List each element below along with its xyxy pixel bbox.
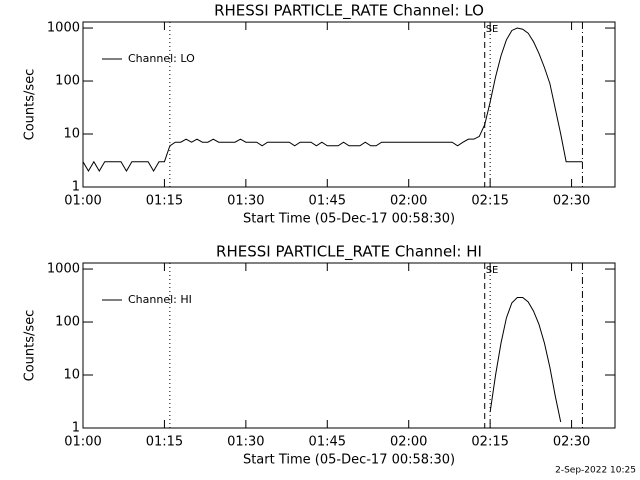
x-tick-label: 01:45	[309, 435, 346, 450]
y-tick-label: 10	[63, 368, 80, 383]
series-line	[489, 297, 562, 423]
series-line	[82, 27, 583, 173]
x-tick-label: 01:30	[227, 435, 264, 450]
y-tick-label: 100	[55, 315, 80, 330]
y-tick-label: 1000	[47, 21, 80, 36]
x-tick-label: 02:15	[471, 194, 508, 209]
legend-label: Channel: LO	[128, 52, 195, 65]
y-axis-label: Counts/sec	[23, 69, 38, 141]
x-tick-label: 02:00	[390, 194, 427, 209]
y-tick-label: 1	[72, 180, 80, 195]
footer: 2-Sep-2022 10:25	[555, 466, 636, 476]
x-tick-label: 01:15	[146, 435, 183, 450]
x-tick-label: 01:00	[64, 435, 101, 450]
x-tick-label: 01:30	[227, 194, 264, 209]
annotation: SE	[486, 265, 499, 276]
x-tick-label: 01:15	[146, 194, 183, 209]
y-tick-label: 1000	[47, 262, 80, 277]
y-axis-label: Counts/sec	[23, 310, 38, 382]
y-tick-label: 1	[72, 421, 80, 436]
x-tick-label: 01:00	[64, 194, 101, 209]
chart-title: RHESSI PARTICLE_RATE Channel: LO	[214, 2, 484, 21]
x-axis-label: Start Time (05-Dec-17 00:58:30)	[243, 212, 455, 227]
annotation: SE	[486, 24, 499, 35]
chart-title: RHESSI PARTICLE_RATE Channel: HI	[216, 243, 482, 262]
x-tick-label: 02:00	[390, 435, 427, 450]
x-axis-label: Start Time (05-Dec-17 00:58:30)	[243, 453, 455, 468]
x-tick-label: 02:30	[553, 435, 590, 450]
y-tick-label: 100	[55, 74, 80, 89]
plot-frame	[82, 21, 616, 188]
plot-frame	[82, 262, 616, 429]
x-tick-label: 01:45	[309, 194, 346, 209]
legend-label: Channel: HI	[128, 293, 192, 306]
x-tick-label: 02:30	[553, 194, 590, 209]
x-tick-label: 02:15	[471, 435, 508, 450]
y-tick-label: 10	[63, 127, 80, 142]
